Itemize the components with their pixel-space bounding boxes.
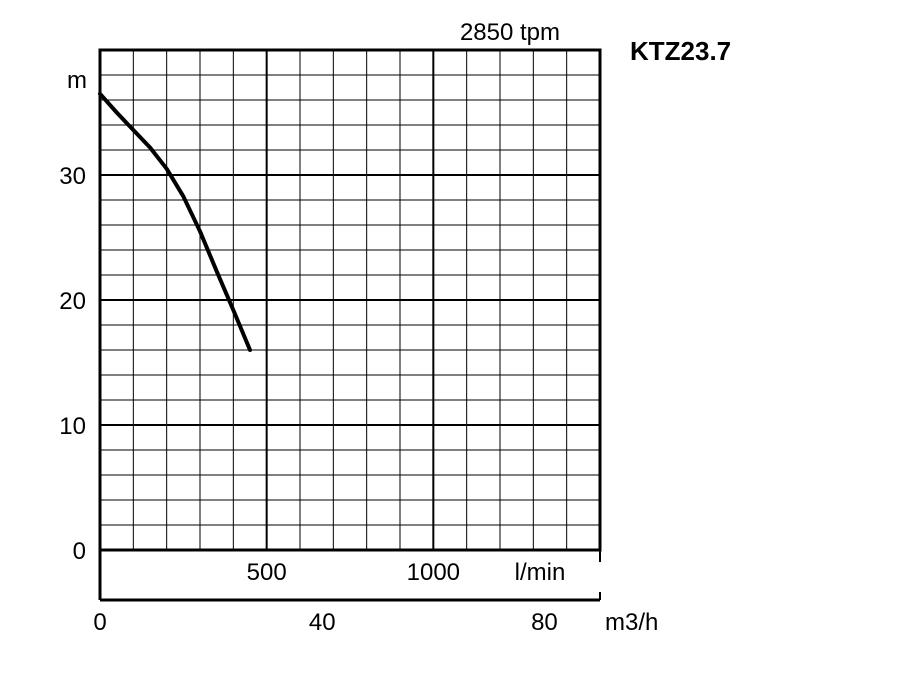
x-tick-label-m3h: 40 bbox=[309, 609, 336, 636]
chart-subtitle: 2850 tpm bbox=[460, 19, 560, 46]
head-flow-curve bbox=[98, 91, 252, 352]
chart-grid bbox=[100, 50, 600, 550]
chart-frame bbox=[98, 48, 602, 602]
plot-border bbox=[98, 48, 602, 552]
x-tick-label-lmin: 1000 bbox=[407, 559, 460, 586]
y-tick-label: 20 bbox=[59, 288, 86, 315]
chart-title: KTZ23.7 bbox=[630, 36, 731, 66]
x-axis-label-m3h: m3/h bbox=[605, 609, 658, 636]
x-tick-label-m3h: 80 bbox=[531, 609, 558, 636]
x-tick-label-m3h: 0 bbox=[93, 609, 106, 636]
x-tick-label-lmin: 500 bbox=[247, 559, 287, 586]
y-tick-label: 0 bbox=[73, 538, 86, 565]
y-tick-label: 30 bbox=[59, 163, 86, 190]
y-tick-label: 10 bbox=[59, 413, 86, 440]
curve-layer bbox=[98, 91, 252, 352]
chart-labels: 0 10 20 30 500 1000 0 40 80 bbox=[59, 163, 557, 636]
y-axis-label: m bbox=[67, 67, 87, 94]
x-axis-label-lmin: l/min bbox=[515, 559, 566, 586]
